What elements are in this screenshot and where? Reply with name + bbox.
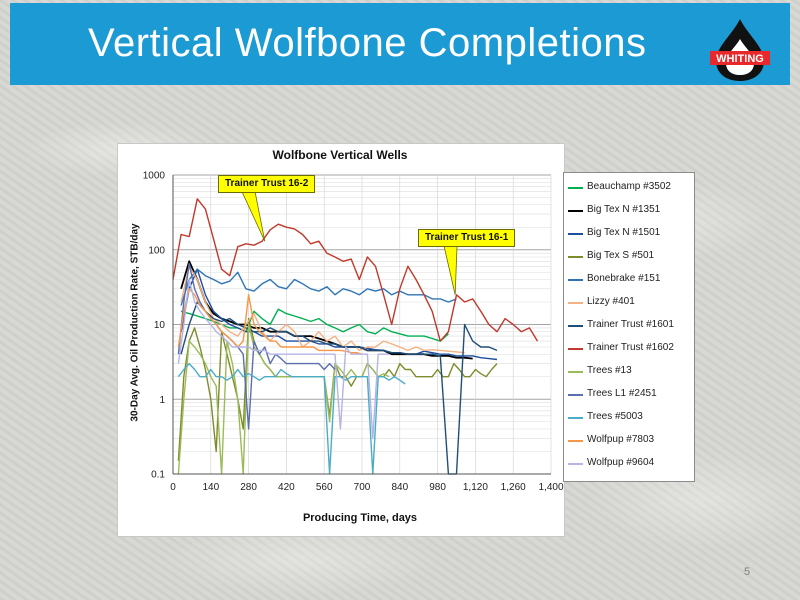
legend-entry: Trainer Trust #1602 <box>564 340 694 358</box>
y-tick-label: 1000 <box>143 171 166 182</box>
legend-label: Wolfpup #7803 <box>587 434 655 445</box>
legend-swatch <box>568 187 583 189</box>
y-tick-label: 10 <box>154 320 166 331</box>
legend-label: Big Tex N #1351 <box>587 204 661 215</box>
y-tick-label: 0.1 <box>151 470 165 481</box>
legend-entry: Wolfpup #7803 <box>564 432 694 450</box>
chart-title: Wolfbone Vertical Wells <box>272 148 408 162</box>
page-number: 5 <box>744 566 751 578</box>
series-line <box>177 323 390 475</box>
x-tick-label: 700 <box>354 482 371 493</box>
x-tick-label: 1,120 <box>463 482 488 493</box>
y-tick-label: 1 <box>159 395 165 406</box>
legend-entry: Bonebrake #151 <box>564 271 694 289</box>
legend-label: Wolfpup #9604 <box>587 457 655 468</box>
whiting-logo: WHITING <box>706 17 774 83</box>
legend-label: Big Tex N #1501 <box>587 227 661 238</box>
legend-label: Lizzy #401 <box>587 296 635 307</box>
axes <box>172 175 551 475</box>
legend-label: Trees #13 <box>587 365 632 376</box>
legend-swatch <box>568 417 583 419</box>
x-tick-label: 980 <box>429 482 446 493</box>
legend-swatch <box>568 279 583 281</box>
x-tick-label: 840 <box>391 482 408 493</box>
series-line <box>172 198 539 342</box>
legend-entry: Big Tex N #1501 <box>564 225 694 243</box>
series-line <box>177 362 406 475</box>
series-line <box>180 301 498 475</box>
legend-swatch <box>568 302 583 304</box>
legend-entry: Trees L1 #2451 <box>564 386 694 404</box>
legend-swatch <box>568 463 583 465</box>
legend-entry: Big Tex N #1351 <box>564 202 694 220</box>
legend-swatch <box>568 348 583 350</box>
y-tick-label: 100 <box>148 245 165 256</box>
callout-pointer <box>241 191 266 242</box>
logo-text: WHITING <box>716 53 764 65</box>
title-bar: Vertical Wolfbone Completions WHITING <box>10 3 790 85</box>
legend-label: Big Tex S #501 <box>587 250 655 261</box>
callout-pointer <box>443 245 458 295</box>
callout-trainer-trust-16-2: Trainer Trust 16-2 <box>218 175 316 193</box>
legend-entry: Trees #13 <box>564 363 694 381</box>
legend-label: Trainer Trust #1602 <box>587 342 674 353</box>
series-line <box>177 317 498 461</box>
callout-trainer-trust-16-1: Trainer Trust 16-1 <box>418 229 516 247</box>
legend-label: Trees L1 #2451 <box>587 388 657 399</box>
chart-panel <box>117 143 565 537</box>
series-line <box>180 268 498 361</box>
legend-swatch <box>568 394 583 396</box>
x-axis-title: Producing Time, days <box>302 512 418 524</box>
series-line <box>180 308 449 342</box>
legend-swatch <box>568 233 583 235</box>
legend-entry: Wolfpup #9604 <box>564 455 694 473</box>
logo-drop-icon: WHITING <box>710 19 770 81</box>
legend-entry: Trees #5003 <box>564 409 694 427</box>
legend-label: Bonebrake #151 <box>587 273 661 284</box>
legend-label: Trees #5003 <box>587 411 643 422</box>
x-tick-label: 420 <box>278 482 295 493</box>
legend-label: Beauchamp #3502 <box>587 181 671 192</box>
x-tick-label: 1,400 <box>538 482 563 493</box>
series-line <box>177 288 363 355</box>
legend-entry: Beauchamp #3502 <box>564 179 694 197</box>
x-tick-label: 140 <box>202 482 219 493</box>
legend-entry: Trainer Trust #1601 <box>564 317 694 335</box>
legend-label: Trainer Trust #1601 <box>587 319 674 330</box>
series-line <box>177 278 389 439</box>
x-tick-label: 1,260 <box>501 482 526 493</box>
legend-swatch <box>568 440 583 442</box>
legend-entry: Big Tex S #501 <box>564 248 694 266</box>
x-tick-label: 0 <box>170 482 176 493</box>
axis-ticks: 0 140 280 420 560 700 840 980 1,120 1,260 1,400 0.1… <box>143 171 564 494</box>
series-lines <box>172 198 539 475</box>
legend-swatch <box>568 325 583 327</box>
series-line <box>180 268 457 306</box>
legend-swatch <box>568 371 583 373</box>
y-axis-title-text: 30-Day Avg. Oil Production Rate, STB/day <box>129 223 141 422</box>
chart-legend: Beauchamp #3502 Big Tex N #1351 Big Tex N … <box>563 172 695 482</box>
legend-swatch <box>568 256 583 258</box>
series-line <box>180 265 465 354</box>
x-tick-label: 560 <box>316 482 333 493</box>
legend-swatch <box>568 210 583 212</box>
legend-entry: Lizzy #401 <box>564 294 694 312</box>
x-tick-label: 280 <box>240 482 257 493</box>
slide-title: Vertical Wolfbone Completions <box>88 21 647 65</box>
